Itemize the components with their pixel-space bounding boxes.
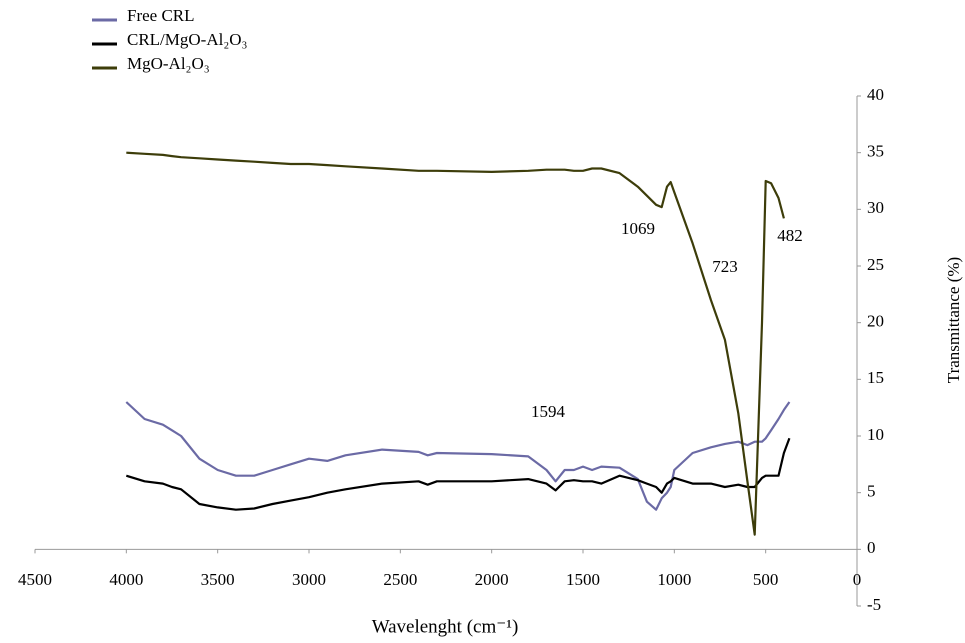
x-tick-label: 1000 xyxy=(657,570,691,589)
x-tick-label: 3000 xyxy=(292,570,326,589)
series-line xyxy=(125,401,791,511)
y-tick-label: 20 xyxy=(867,312,884,331)
x-axis-title: Wavelenght (cm⁻¹) xyxy=(372,616,519,637)
y-tick-label: 35 xyxy=(867,142,884,161)
x-tick-label: 1500 xyxy=(566,570,600,589)
annotation: 1069 xyxy=(621,219,655,238)
y-tick-label: 10 xyxy=(867,425,884,444)
x-tick-label: 2000 xyxy=(475,570,509,589)
series-line xyxy=(125,437,791,511)
x-tick-label: 0 xyxy=(853,570,862,589)
y-tick-label: 40 xyxy=(867,85,884,104)
series-line xyxy=(126,151,785,536)
annotation: 1594 xyxy=(531,402,566,421)
y-tick-label: 15 xyxy=(867,368,884,387)
y-tick-label: 0 xyxy=(867,538,876,557)
legend-label: Free CRL xyxy=(127,6,195,25)
y-tick-label: 5 xyxy=(867,482,876,501)
x-tick-label: 500 xyxy=(753,570,779,589)
x-tick-label: 4500 xyxy=(18,570,52,589)
annotation: 723 xyxy=(712,257,738,276)
y-tick-label: 30 xyxy=(867,198,884,217)
x-tick-label: 2500 xyxy=(383,570,417,589)
legend-label: CRL/MgO-Al₂O₃ xyxy=(127,30,248,49)
legend-label: MgO-Al₂O₃ xyxy=(127,54,210,73)
x-tick-label: 4000 xyxy=(109,570,143,589)
y-tick-label: 25 xyxy=(867,255,884,274)
x-tick-label: 3500 xyxy=(201,570,235,589)
annotation: 482 xyxy=(777,226,803,245)
y-tick-label: -5 xyxy=(867,595,881,614)
y-axis-title: Transmittance (%) xyxy=(944,257,963,383)
